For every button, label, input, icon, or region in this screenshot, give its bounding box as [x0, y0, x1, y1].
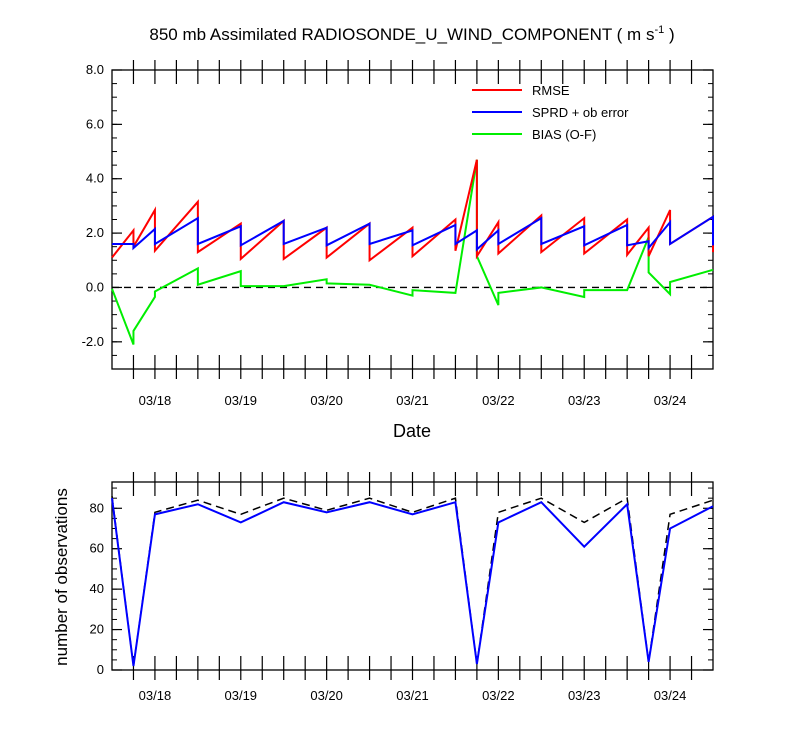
chart-title-main: 850 mb Assimilated RADIOSONDE_U_WIND_COM…	[149, 25, 654, 44]
legend-label-rmse: RMSE	[532, 83, 570, 98]
bottom-y-tick-label: 80	[90, 500, 104, 515]
top-x-tick-label: 03/23	[568, 393, 601, 408]
top-x-axis-title: Date	[393, 421, 431, 441]
top-x-tick-label: 03/19	[225, 393, 258, 408]
top-x-tick-label: 03/22	[482, 393, 515, 408]
legend: RMSE SPRD + ob error BIAS (O-F)	[472, 83, 629, 142]
bottom-x-tick-label: 03/23	[568, 688, 601, 703]
top-y-tick-label: 0.0	[86, 279, 104, 294]
bottom-series-total	[111, 496, 714, 667]
top-y-tick-label: 2.0	[86, 225, 104, 240]
bottom-y-tick-label: 0	[97, 662, 104, 677]
chart-title-superscript: -1	[654, 24, 664, 36]
top-y-tick-label: 6.0	[86, 116, 104, 131]
bottom-x-tick-label: 03/21	[396, 688, 429, 703]
top-chart: -2.0 0.0 2.0 4.0 6.0 8.0 03/18 03/19 03/20 03/21 0…	[82, 60, 714, 408]
bottom-x-tick-label: 03/18	[139, 688, 172, 703]
bottom-x-tick-label: 03/19	[225, 688, 258, 703]
chart-title: 850 mb Assimilated RADIOSONDE_U_WIND_COM…	[149, 24, 674, 44]
bottom-plot-frame	[111, 481, 714, 671]
top-y-tick-label: 4.0	[86, 171, 104, 186]
bottom-y-axis-title: number of observations	[52, 488, 71, 666]
top-x-tick-label: 03/20	[310, 393, 343, 408]
bottom-x-tick-label: 03/22	[482, 688, 515, 703]
top-x-tick-label: 03/21	[396, 393, 429, 408]
top-x-tick-label: 03/24	[654, 393, 687, 408]
legend-label-bias: BIAS (O-F)	[532, 127, 596, 142]
top-y-tick-label: 8.0	[86, 62, 104, 77]
legend-label-sprd: SPRD + ob error	[532, 105, 629, 120]
top-y-tick-label: -2.0	[82, 334, 104, 349]
bottom-y-tick-label: 40	[90, 581, 104, 596]
bottom-chart: 0 20 40 60 80 03/18 03/19 03/20 03/21 03/22 03/23 0…	[90, 472, 714, 703]
bottom-y-tick-label: 20	[90, 622, 104, 637]
top-series-sprd-ob-error	[112, 214, 714, 252]
top-x-tick-label: 03/18	[139, 393, 172, 408]
bottom-y-tick-label: 60	[90, 541, 104, 556]
bottom-x-tick-label: 03/20	[310, 688, 343, 703]
top-series-bias-o-f-	[111, 159, 714, 345]
bottom-series-assimilated	[111, 498, 714, 667]
chart-title-end: )	[664, 25, 674, 44]
bottom-x-tick-label: 03/24	[654, 688, 687, 703]
